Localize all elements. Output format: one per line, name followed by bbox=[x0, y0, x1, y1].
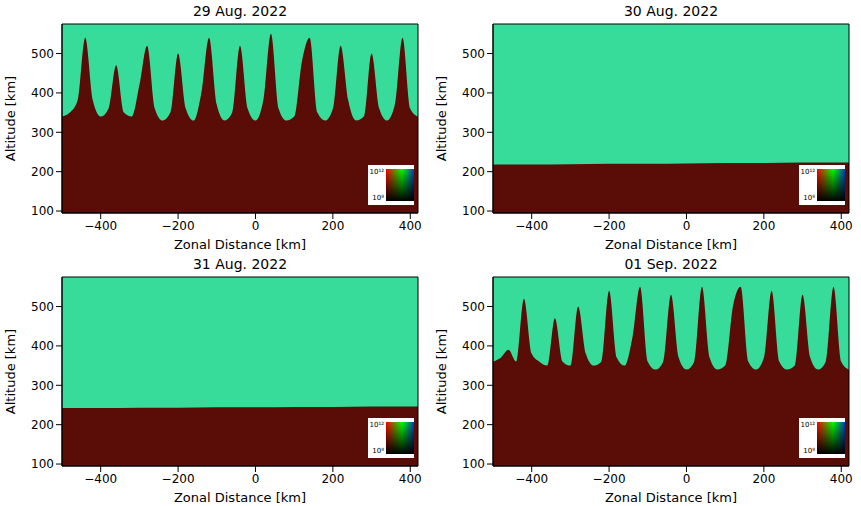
svg-text:Zonal Distance [km]: Zonal Distance [km] bbox=[174, 237, 306, 252]
svg-text:500: 500 bbox=[462, 300, 485, 314]
svg-text:200: 200 bbox=[752, 219, 775, 233]
svg-text:10¹²: 10¹² bbox=[369, 421, 384, 429]
svg-text:Altitude [km]: Altitude [km] bbox=[3, 76, 18, 161]
svg-text:300: 300 bbox=[462, 379, 485, 393]
svg-text:−400: −400 bbox=[515, 219, 548, 233]
svg-text:400: 400 bbox=[830, 472, 853, 486]
svg-text:200: 200 bbox=[462, 165, 485, 179]
svg-text:10¹²: 10¹² bbox=[800, 421, 815, 429]
svg-text:−200: −200 bbox=[593, 219, 626, 233]
svg-text:400: 400 bbox=[399, 219, 422, 233]
svg-text:200: 200 bbox=[31, 418, 54, 432]
svg-text:10¹²: 10¹² bbox=[800, 168, 815, 176]
svg-text:400: 400 bbox=[462, 86, 485, 100]
svg-text:10¹²: 10¹² bbox=[369, 168, 384, 176]
svg-text:0: 0 bbox=[683, 472, 691, 486]
svg-text:500: 500 bbox=[462, 47, 485, 61]
svg-text:400: 400 bbox=[31, 86, 54, 100]
svg-text:−200: −200 bbox=[162, 219, 195, 233]
svg-text:−200: −200 bbox=[162, 472, 195, 486]
svg-text:10⁸: 10⁸ bbox=[372, 194, 384, 202]
svg-text:300: 300 bbox=[462, 126, 485, 140]
svg-text:10⁸: 10⁸ bbox=[803, 194, 815, 202]
svg-text:Altitude [km]: Altitude [km] bbox=[434, 329, 449, 414]
svg-text:0: 0 bbox=[252, 472, 260, 486]
html-text:31 Aug. 2022: 31 Aug. 2022 bbox=[192, 256, 288, 272]
svg-text:300: 300 bbox=[31, 126, 54, 140]
svg-text:Zonal Distance [km]: Zonal Distance [km] bbox=[174, 490, 306, 505]
svg-text:10⁸: 10⁸ bbox=[803, 447, 815, 455]
svg-text:100: 100 bbox=[31, 457, 54, 471]
svg-text:0: 0 bbox=[252, 219, 260, 233]
svg-text:500: 500 bbox=[31, 300, 54, 314]
svg-text:−400: −400 bbox=[84, 472, 117, 486]
svg-text:300: 300 bbox=[31, 379, 54, 393]
svg-text:10⁸: 10⁸ bbox=[372, 447, 384, 455]
svg-text:200: 200 bbox=[31, 165, 54, 179]
svg-text:200: 200 bbox=[752, 472, 775, 486]
svg-text:500: 500 bbox=[31, 47, 54, 61]
svg-text:100: 100 bbox=[462, 457, 485, 471]
svg-text:−400: −400 bbox=[515, 472, 548, 486]
svg-text:400: 400 bbox=[462, 339, 485, 353]
svg-text:400: 400 bbox=[830, 219, 853, 233]
svg-text:Zonal Distance [km]: Zonal Distance [km] bbox=[605, 237, 737, 252]
html-text:01 Sep. 2022: 01 Sep. 2022 bbox=[624, 256, 718, 272]
svg-text:200: 200 bbox=[462, 418, 485, 432]
svg-text:Altitude [km]: Altitude [km] bbox=[434, 76, 449, 161]
html-text:29 Aug. 2022: 29 Aug. 2022 bbox=[192, 3, 288, 19]
svg-text:Zonal Distance [km]: Zonal Distance [km] bbox=[605, 490, 737, 505]
svg-text:Altitude [km]: Altitude [km] bbox=[3, 329, 18, 414]
svg-text:−200: −200 bbox=[593, 472, 626, 486]
svg-text:0: 0 bbox=[683, 219, 691, 233]
svg-text:100: 100 bbox=[31, 204, 54, 218]
svg-text:−400: −400 bbox=[84, 219, 117, 233]
svg-text:100: 100 bbox=[462, 204, 485, 218]
svg-text:400: 400 bbox=[31, 339, 54, 353]
svg-text:200: 200 bbox=[321, 219, 344, 233]
svg-text:200: 200 bbox=[321, 472, 344, 486]
html-text:30 Aug. 2022: 30 Aug. 2022 bbox=[623, 3, 719, 19]
svg-text:400: 400 bbox=[399, 472, 422, 486]
